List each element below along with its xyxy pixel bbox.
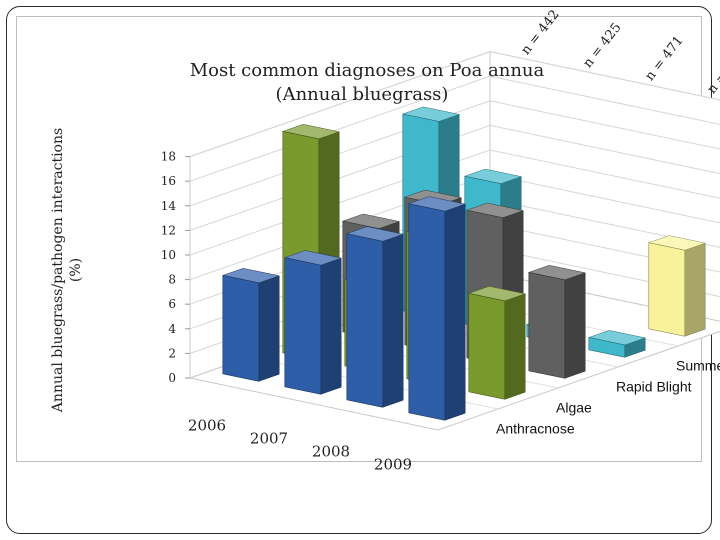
bar-front xyxy=(588,337,626,358)
bar xyxy=(587,330,647,358)
series-label: Rapid Blight xyxy=(616,379,692,395)
y-axis-unit: (%) xyxy=(68,258,84,282)
y-tick-label: 8 xyxy=(168,273,176,287)
bar xyxy=(221,268,281,382)
chart-subtitle: (Annual bluegrass) xyxy=(276,84,449,105)
chart-bars xyxy=(221,106,707,421)
gridline xyxy=(189,51,720,158)
sample-size-label: n = 368 xyxy=(705,46,720,96)
bar-front xyxy=(346,233,384,408)
y-tick-label: 18 xyxy=(161,150,176,164)
bar xyxy=(527,265,587,379)
bar xyxy=(647,235,707,337)
series-label: Anthracnose xyxy=(496,421,575,437)
x-tick-label: 2008 xyxy=(312,443,350,461)
bar-side xyxy=(258,275,280,382)
y-axis-ticks: 0 2 4 6 8 10 12 14 16 18 xyxy=(161,150,190,385)
bar-front xyxy=(222,275,260,382)
y-tick-label: 4 xyxy=(168,322,176,336)
y-tick-label: 14 xyxy=(161,199,177,213)
bar-side xyxy=(684,242,706,337)
bar xyxy=(283,250,343,395)
series-label: Algae xyxy=(556,400,592,416)
bar-front xyxy=(648,242,686,337)
bar-side xyxy=(504,293,526,400)
sample-size-label: n = 442 xyxy=(519,7,563,57)
y-tick-label: 16 xyxy=(161,174,176,188)
chart-title: Most common diagnoses on Poa annua xyxy=(190,60,545,81)
bar-front xyxy=(468,293,506,400)
x-tick-label: 2006 xyxy=(188,417,226,435)
bar xyxy=(407,196,467,421)
bar-side xyxy=(564,272,586,379)
x-axis-ticks: 2006 2007 2008 2009 xyxy=(188,417,412,474)
y-tick-label: 6 xyxy=(168,297,176,311)
bar-side xyxy=(382,233,404,408)
bar-side xyxy=(444,203,466,421)
y-tick-label: 2 xyxy=(168,346,176,360)
bar-front xyxy=(408,203,446,421)
bar xyxy=(467,286,527,400)
bar xyxy=(345,226,405,408)
y-tick-label: 0 xyxy=(168,371,176,385)
series-label: Summer Patch xyxy=(676,358,720,374)
sample-size-label: n = 471 xyxy=(643,33,687,83)
bar-side xyxy=(320,257,342,395)
bar-front xyxy=(284,257,322,395)
y-axis-label: Annual bluegrass/pathogen interactions xyxy=(50,128,66,413)
x-tick-label: 2007 xyxy=(250,430,288,448)
bar-front xyxy=(528,272,566,379)
series-depth-labels: Anthracnose Algae Rapid Blight Summer Patch… xyxy=(496,358,720,437)
x-tick-label: 2009 xyxy=(374,456,412,474)
sample-size-label: n = 425 xyxy=(581,20,625,70)
y-tick-label: 12 xyxy=(161,223,176,237)
y-tick-label: 10 xyxy=(161,248,176,262)
